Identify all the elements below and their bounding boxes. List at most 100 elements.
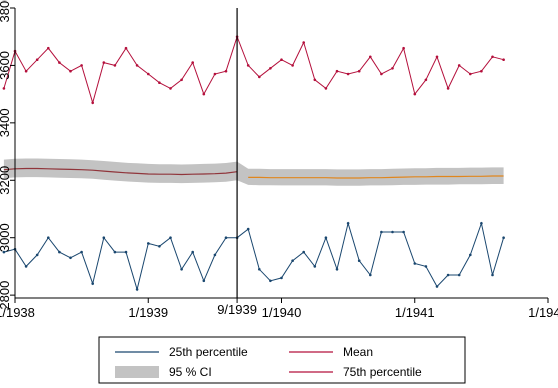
- p25-point: [424, 265, 428, 268]
- legend-label: 95 % CI: [169, 365, 212, 379]
- p75-point: [346, 72, 350, 76]
- p75-point: [47, 46, 50, 50]
- p25-point: [302, 250, 306, 254]
- p25-point: [147, 242, 150, 245]
- legend-label: 25th percentile: [169, 345, 248, 359]
- p25-point: [324, 236, 328, 239]
- annotation-label: 9/1939: [217, 302, 257, 317]
- p75-point: [280, 58, 283, 61]
- legend-box: [98, 336, 466, 384]
- p25-point: [69, 256, 72, 260]
- plot-area: [2, 8, 505, 298]
- mean-line-after: [248, 175, 504, 179]
- p25-point: [335, 268, 339, 271]
- legend-swatch-band: [115, 366, 159, 378]
- p25-point: [380, 230, 383, 234]
- p75-point: [246, 64, 250, 67]
- p25-point: [124, 250, 128, 254]
- p25-point: [169, 236, 172, 239]
- p25-point: [435, 285, 439, 288]
- p75-point: [102, 61, 106, 64]
- p75-point: [435, 55, 439, 59]
- x-tick-label: 1/1940: [262, 305, 302, 320]
- p25-point: [202, 279, 206, 283]
- legend-label: Mean: [343, 345, 373, 359]
- p75-point: [258, 75, 261, 79]
- p75-point: [169, 87, 172, 90]
- p25-point: [246, 227, 250, 231]
- p75-point: [369, 55, 372, 59]
- y-tick-label: 3400: [0, 108, 12, 137]
- p75-point: [91, 101, 94, 105]
- p75-point: [80, 64, 83, 67]
- x-tick-label: 1/1939: [128, 305, 168, 320]
- mean-line-before: [3, 167, 238, 176]
- p25-point: [91, 282, 94, 285]
- axes: 2800 3000 3200 3400 3600 3800 1/1938 1/1939 1/19…: [0, 0, 558, 320]
- p75-point: [113, 64, 117, 67]
- p75-point: [491, 55, 494, 59]
- p25-point: [80, 250, 83, 254]
- p75-point: [135, 64, 139, 67]
- p25-point: [58, 250, 61, 254]
- p75-point: [180, 78, 183, 82]
- p75-line: [3, 35, 504, 105]
- p75-point: [269, 67, 272, 70]
- p25-point: [480, 222, 483, 225]
- p25-point: [158, 245, 161, 248]
- y-tick-label: 2800: [0, 281, 12, 310]
- p75-point: [380, 72, 383, 76]
- p25-point: [391, 230, 394, 234]
- p75-point: [124, 46, 128, 50]
- p75-point: [480, 69, 483, 73]
- p75-point: [2, 87, 6, 90]
- legend-label: 75th percentile: [343, 365, 422, 379]
- p75-point: [191, 61, 194, 64]
- p25-point: [47, 236, 50, 239]
- p75-point: [291, 64, 294, 67]
- p75-point: [413, 92, 417, 96]
- p25-point: [446, 273, 450, 277]
- p75-point: [446, 87, 450, 90]
- p75-point: [69, 69, 72, 73]
- y-tick-label: 3200: [0, 166, 12, 195]
- legend: 25th percentile Mean 95 % CI 75th percentil…: [98, 336, 466, 384]
- p25-line: [3, 221, 505, 292]
- p25-point: [213, 253, 217, 257]
- x-tick-label: 1/1938: [0, 305, 35, 320]
- p25-point: [2, 250, 6, 254]
- p25-point: [224, 236, 228, 239]
- p75-point: [147, 72, 150, 76]
- p25-point: [35, 253, 39, 257]
- y-tick-label: 3600: [0, 51, 12, 80]
- p25-point: [113, 250, 117, 254]
- p25-point: [269, 279, 272, 283]
- p25-point: [191, 250, 194, 254]
- p25-point: [457, 273, 461, 277]
- p75-point: [424, 78, 428, 82]
- x-tick-label: 1/1942: [528, 305, 558, 320]
- p75-point: [302, 41, 306, 44]
- p75-point: [357, 69, 361, 73]
- p25-point: [502, 236, 505, 239]
- p25-point: [402, 230, 405, 234]
- p25-point: [258, 268, 261, 271]
- p25-point: [102, 236, 106, 239]
- p25-point: [346, 222, 350, 225]
- p75-point: [202, 92, 206, 96]
- p25-point: [180, 268, 183, 271]
- p75-point: [469, 72, 472, 76]
- p75-point: [35, 58, 39, 61]
- p25-point: [313, 265, 317, 268]
- p25-point: [357, 259, 361, 263]
- p75-point: [224, 69, 228, 73]
- p25-point: [469, 253, 472, 257]
- p75-point: [391, 67, 394, 70]
- x-tick-label: 1/1941: [395, 305, 435, 320]
- p75-point: [158, 81, 161, 84]
- p75-point: [24, 69, 28, 73]
- y-tick-label: 3800: [0, 0, 12, 22]
- p75-point: [457, 64, 461, 67]
